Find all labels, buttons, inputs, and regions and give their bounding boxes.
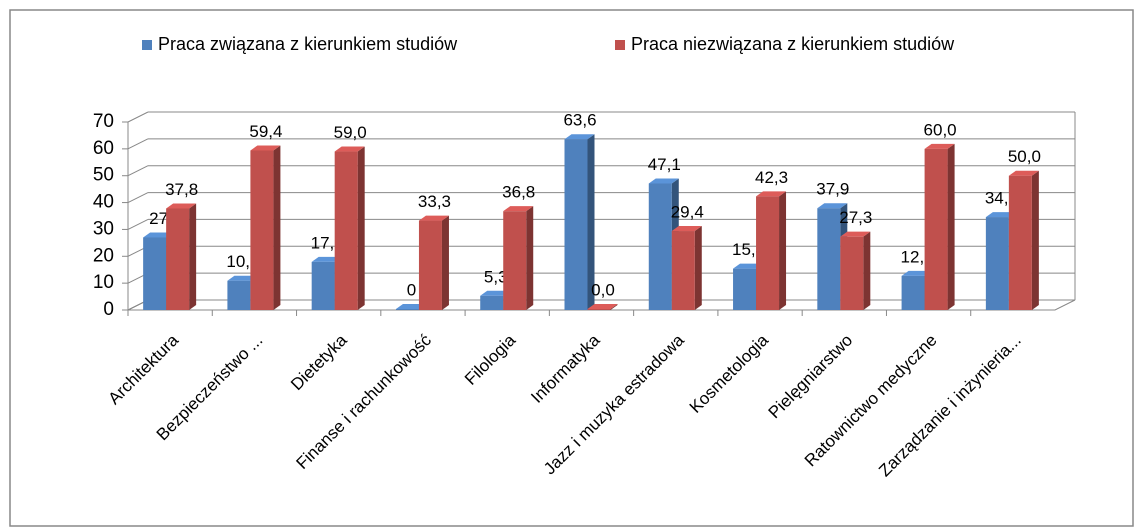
bar-top [733, 263, 764, 269]
grid-line [127, 165, 149, 177]
bar [143, 237, 167, 310]
bar-top [648, 178, 679, 184]
bar-top [564, 134, 595, 140]
legend-swatch [142, 40, 152, 50]
y-tick-label: 40 [93, 192, 114, 213]
bar-top [817, 203, 848, 209]
data-label: 50,0 [1008, 147, 1041, 166]
y-tick-label: 70 [93, 111, 114, 132]
bar-top [901, 270, 932, 276]
bar-top [924, 143, 955, 149]
bar [227, 280, 251, 310]
bar-top [587, 304, 618, 309]
bar [166, 208, 190, 310]
data-label: 33,3 [418, 192, 451, 211]
bar-top [671, 226, 702, 232]
data-label: 37,9 [816, 180, 849, 199]
bar-side [526, 206, 534, 310]
bar-top [311, 256, 342, 262]
data-label: 0 [407, 280, 416, 299]
bar-top [418, 215, 449, 221]
bar-side [189, 203, 197, 310]
bar-top [756, 191, 787, 197]
grid-line [127, 111, 149, 123]
bar [480, 295, 504, 310]
bar-side [779, 191, 787, 310]
data-label: 27,3 [839, 208, 872, 227]
bar-side [863, 231, 871, 310]
bar-top [840, 231, 871, 237]
data-label: 60,0 [924, 120, 957, 139]
y-tick-label: 50 [93, 165, 114, 186]
bar-side [947, 143, 955, 310]
bar-top [250, 145, 281, 151]
data-label: 59,0 [334, 123, 367, 142]
bar-side [357, 146, 365, 310]
bar-top [1008, 170, 1039, 176]
bar [901, 275, 925, 310]
bar [671, 231, 695, 310]
y-tick-label: 10 [93, 272, 114, 293]
data-label: 63,6 [563, 111, 596, 130]
bar [503, 211, 527, 310]
bar-side [587, 134, 595, 310]
data-label: 37,8 [165, 180, 198, 199]
bar [250, 150, 274, 310]
y-tick-label: 20 [93, 245, 114, 266]
bar [395, 309, 419, 310]
bar [840, 236, 864, 310]
data-label: 59,4 [249, 122, 282, 141]
data-label: 47,1 [648, 155, 681, 174]
y-tick-label: 30 [93, 218, 114, 239]
bar [564, 139, 588, 310]
data-label: 29,4 [671, 203, 704, 222]
bar-side [441, 215, 449, 310]
bar-side [273, 145, 281, 310]
y-tick-label: 60 [93, 138, 114, 159]
bar [756, 196, 780, 310]
bar [924, 148, 948, 310]
bar-top [334, 146, 365, 152]
grid-line [127, 138, 149, 150]
bar-top [227, 275, 258, 281]
bar-top [143, 232, 174, 238]
bar [817, 208, 841, 310]
bar [733, 268, 757, 310]
bar [418, 220, 442, 310]
bar-top [395, 304, 426, 309]
bar [985, 217, 1009, 310]
y-tick-label: 0 [103, 299, 114, 320]
bar-top [166, 203, 197, 209]
data-label: 42,3 [755, 168, 788, 187]
bar [311, 261, 335, 310]
legend-swatch [615, 40, 625, 50]
bar-top [503, 206, 534, 212]
data-label: 0,0 [591, 280, 615, 299]
bar-side [610, 304, 618, 310]
data-label: 36,8 [502, 183, 535, 202]
legend-label: Praca związana z kierunkiem studiów [158, 34, 458, 54]
bar [1008, 175, 1032, 310]
data-label: 27 [149, 209, 168, 228]
bar [648, 183, 672, 310]
bar [587, 309, 611, 310]
data-label: 5,3 [484, 267, 508, 286]
bar-side [694, 226, 702, 310]
bar-top [480, 290, 511, 296]
grid-line [127, 218, 149, 230]
bar [334, 151, 358, 310]
bar-top [985, 212, 1016, 218]
bar-side [1031, 170, 1039, 310]
legend-label: Praca niezwiązana z kierunkiem studiów [631, 34, 955, 54]
grid-line [127, 192, 149, 204]
